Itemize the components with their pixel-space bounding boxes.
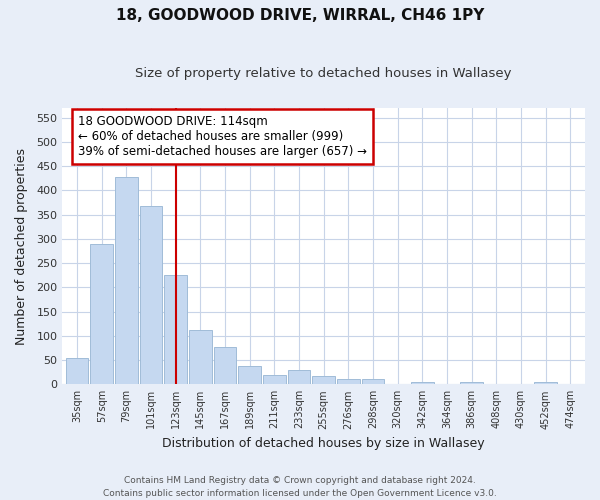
- Title: Size of property relative to detached houses in Wallasey: Size of property relative to detached ho…: [136, 68, 512, 80]
- Bar: [534, 382, 557, 384]
- Bar: [115, 177, 138, 384]
- Text: Contains HM Land Registry data © Crown copyright and database right 2024.
Contai: Contains HM Land Registry data © Crown c…: [103, 476, 497, 498]
- Text: 18 GOODWOOD DRIVE: 114sqm
← 60% of detached houses are smaller (999)
39% of semi: 18 GOODWOOD DRIVE: 114sqm ← 60% of detac…: [78, 115, 367, 158]
- Text: 18, GOODWOOD DRIVE, WIRRAL, CH46 1PY: 18, GOODWOOD DRIVE, WIRRAL, CH46 1PY: [116, 8, 484, 22]
- Bar: [287, 370, 310, 384]
- Bar: [337, 380, 359, 384]
- Bar: [362, 380, 385, 384]
- Bar: [66, 358, 88, 384]
- Bar: [411, 382, 434, 384]
- Y-axis label: Number of detached properties: Number of detached properties: [15, 148, 28, 344]
- X-axis label: Distribution of detached houses by size in Wallasey: Distribution of detached houses by size …: [163, 437, 485, 450]
- Bar: [164, 276, 187, 384]
- Bar: [91, 244, 113, 384]
- Bar: [460, 382, 483, 384]
- Bar: [140, 206, 163, 384]
- Bar: [189, 330, 212, 384]
- Bar: [313, 376, 335, 384]
- Bar: [214, 348, 236, 385]
- Bar: [238, 366, 261, 384]
- Bar: [263, 374, 286, 384]
